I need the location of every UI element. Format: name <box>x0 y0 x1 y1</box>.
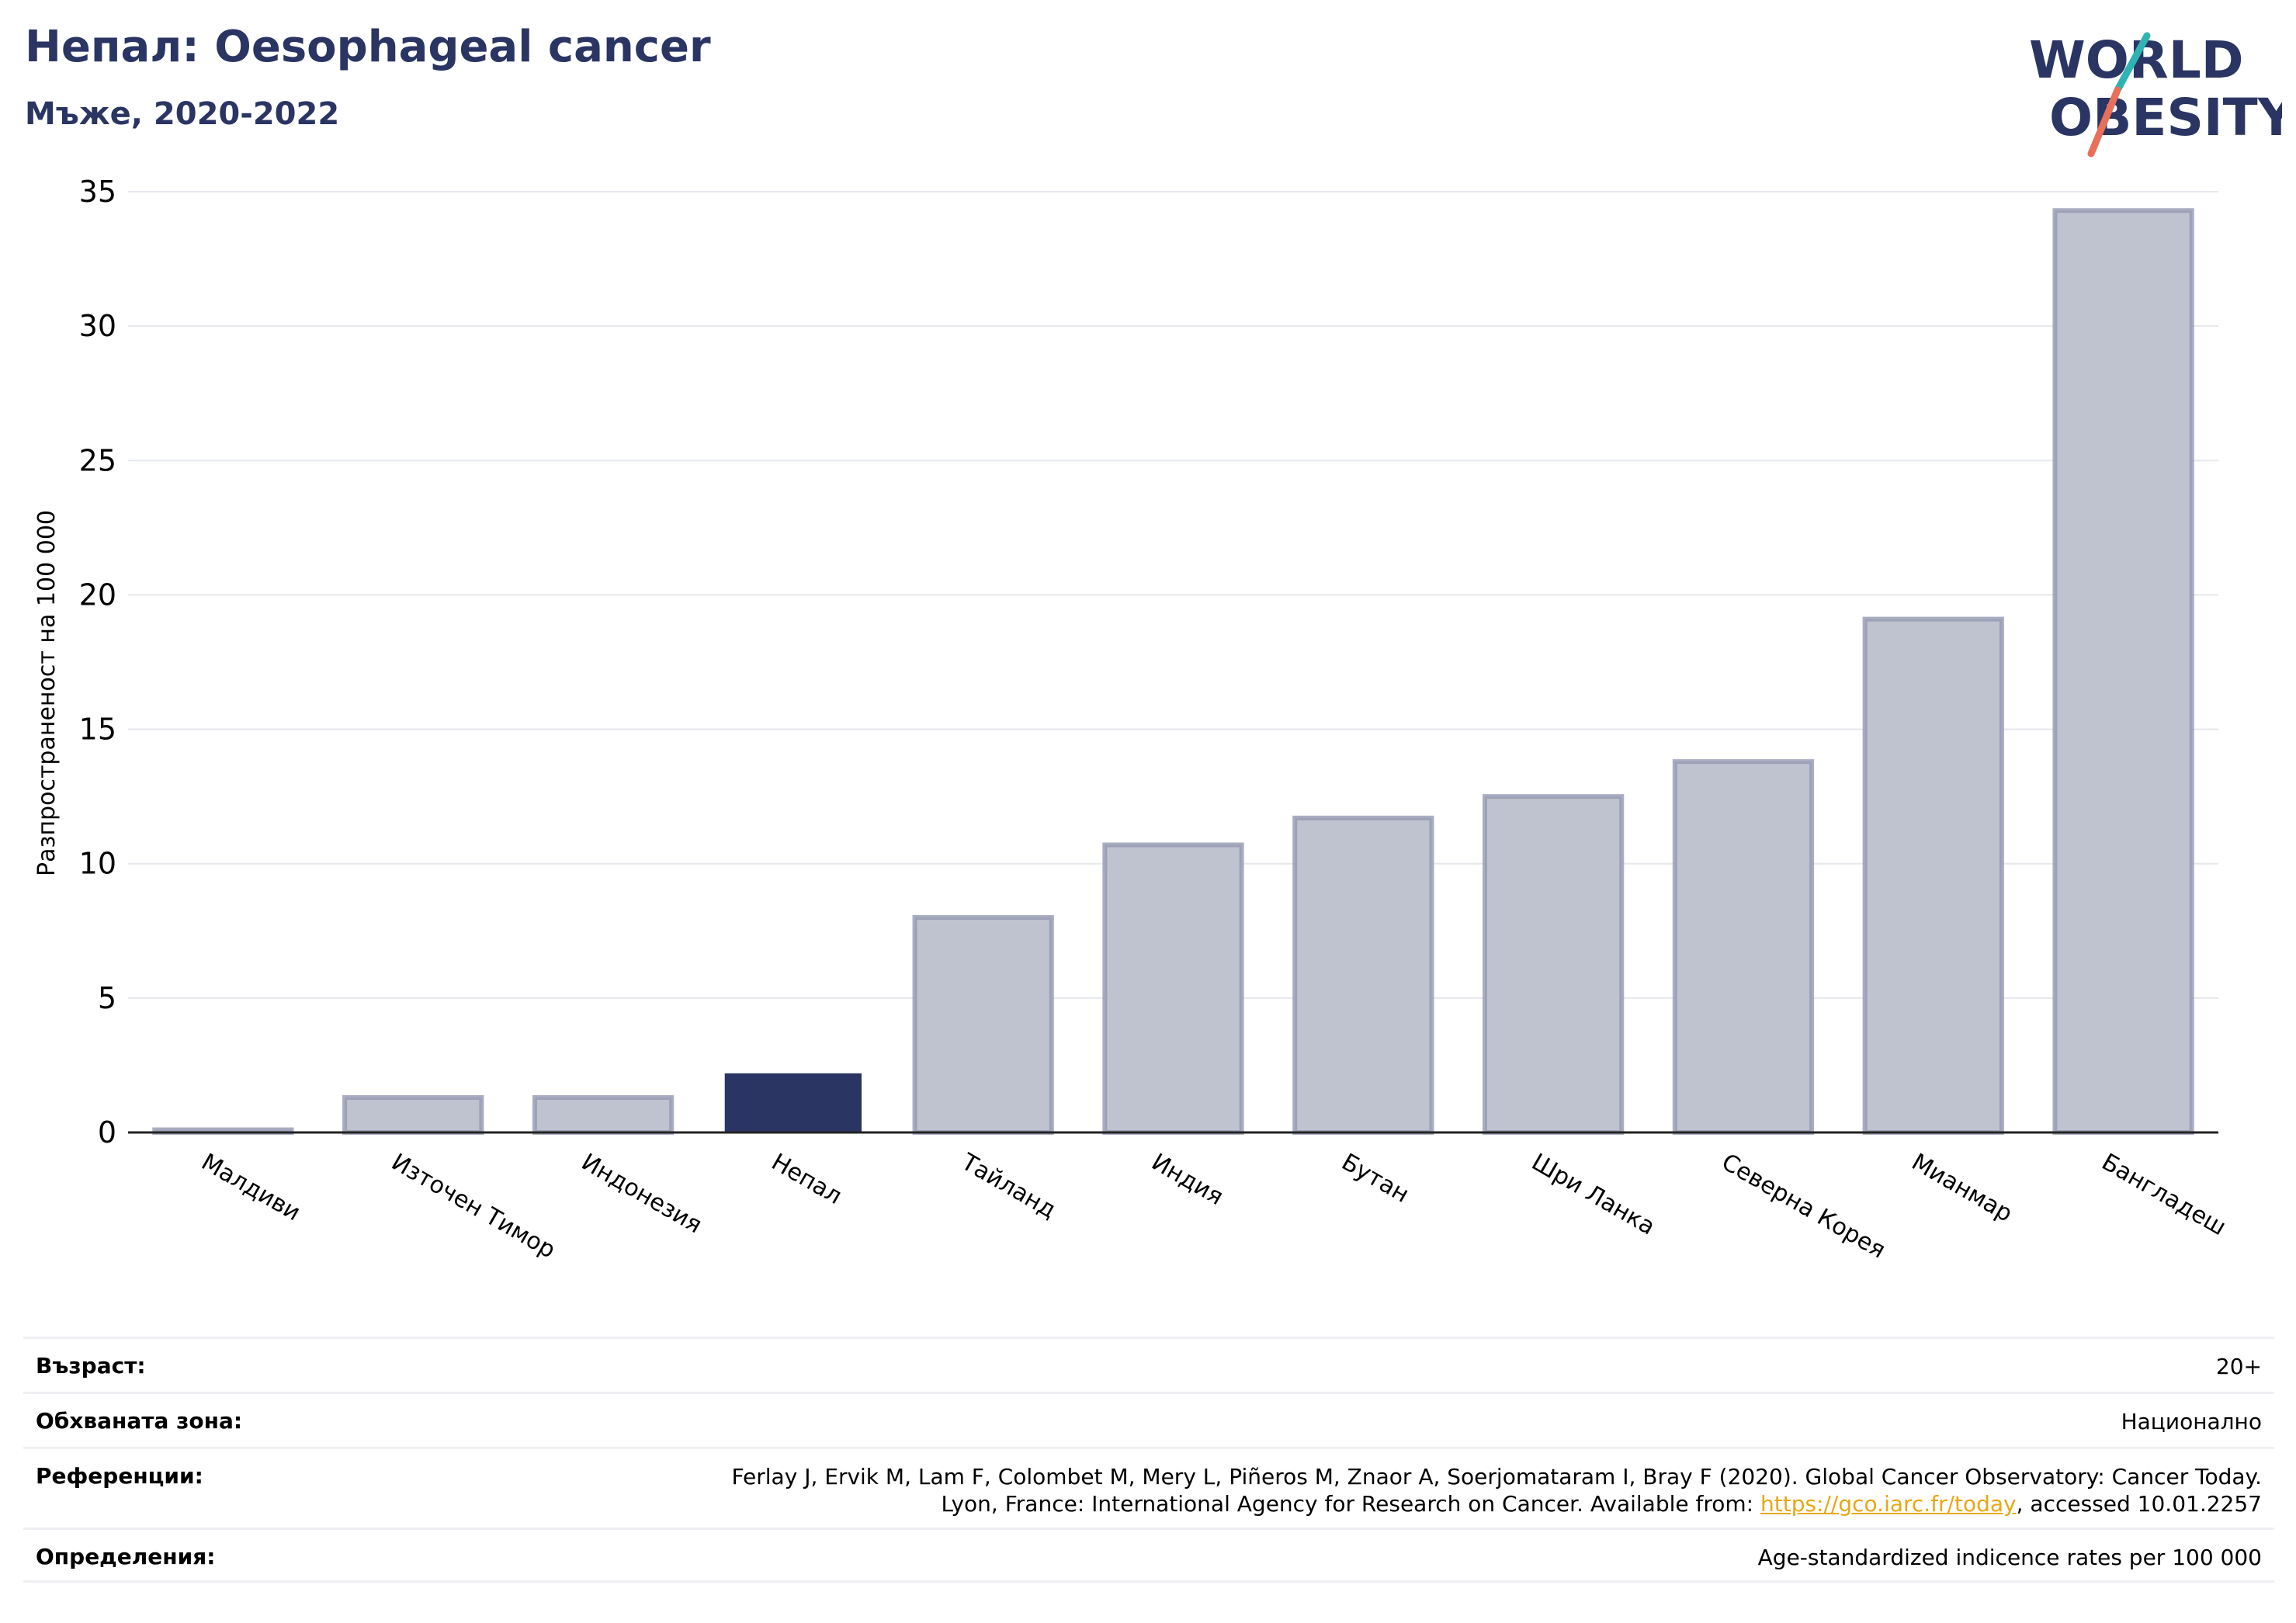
y-tick-label: 10 <box>79 847 116 881</box>
info-row-age: Възраст: 20+ <box>23 1337 2274 1392</box>
info-row-references: Референции: Ferlay J, Ervik M, Lam F, Co… <box>23 1447 2274 1528</box>
definitions-value: Age-standardized indicence rates per 100… <box>1757 1545 2262 1570</box>
y-tick-label: 20 <box>79 577 116 612</box>
bar-9 <box>1672 759 1815 1136</box>
x-tick-label: Източен Тимор <box>387 1149 560 1264</box>
bar-11 <box>2052 208 2194 1135</box>
references-line-2-post: , accessed 10.01.2257 <box>2016 1491 2262 1517</box>
age-value: 20+ <box>2215 1354 2262 1379</box>
info-table: Възраст: 20+ Обхваната зона: Национално … <box>23 1337 2274 1583</box>
bar-5 <box>912 914 1054 1135</box>
y-axis-label: Разпространеност на 100 000 <box>33 510 61 876</box>
coverage-label: Обхваната зона: <box>36 1408 243 1434</box>
bar-6 <box>1102 842 1244 1135</box>
bar-3 <box>532 1094 675 1136</box>
y-tick-label: 30 <box>79 309 116 343</box>
chart-title: Непал: Oesophageal cancer <box>25 22 711 72</box>
logo-slash-coral <box>2087 86 2121 158</box>
info-row-definitions: Определения: Age-standardized indicence … <box>23 1528 2274 1583</box>
definitions-label: Определения: <box>36 1544 216 1569</box>
bars <box>152 208 2194 1136</box>
x-tick-label: Тайланд <box>956 1148 1061 1224</box>
coverage-value: Национално <box>2121 1409 2262 1434</box>
x-tick-label: Бангладеш <box>2097 1149 2231 1242</box>
bar-7 <box>1292 815 1434 1135</box>
x-tick-label: Бутан <box>1337 1149 1413 1209</box>
x-tick-label: Шри Ланка <box>1527 1149 1660 1241</box>
chart-subtitle: Мъже, 2020-2022 <box>25 96 340 132</box>
x-tick-label: Непал <box>767 1149 847 1210</box>
x-tick-label: Мианмар <box>1907 1149 2017 1228</box>
info-row-coverage: Обхваната зона: Национално <box>23 1392 2274 1447</box>
references-link[interactable]: https://gco.iarc.fr/today <box>1760 1491 2017 1517</box>
age-label: Възраст: <box>36 1353 146 1379</box>
y-tick-label: 0 <box>98 1115 116 1150</box>
bar-4 <box>724 1073 862 1132</box>
y-tick-label: 25 <box>79 443 116 477</box>
y-tick-label: 15 <box>79 713 116 747</box>
logo-word-2: OBESITY <box>2049 88 2282 147</box>
references-line-2-pre: Lyon, France: International Agency for R… <box>941 1491 1760 1517</box>
y-tick-labels: 0 5 10 15 20 25 30 35 <box>79 175 116 1150</box>
x-tick-label: Индонезия <box>577 1149 706 1240</box>
x-tick-label: Малдиви <box>196 1149 304 1227</box>
x-tick-label: Северна Корея <box>1717 1149 1890 1264</box>
y-tick-label: 5 <box>98 981 116 1015</box>
x-tick-labels: Малдиви Източен Тимор Индонезия Непал Тайлан… <box>196 1148 2230 1264</box>
world-obesity-logo: WORLD OBESITY <box>2029 30 2282 158</box>
y-tick-label: 35 <box>79 175 116 209</box>
bar-10 <box>1862 616 2004 1135</box>
references-label: Референции: <box>36 1463 203 1489</box>
references-value: Ferlay J, Ervik M, Lam F, Colombet M, Me… <box>731 1463 2262 1517</box>
logo-slash-teal <box>2114 32 2151 94</box>
x-tick-label: Индия <box>1147 1149 1228 1211</box>
bar-8 <box>1483 794 1625 1135</box>
bar-2 <box>342 1094 484 1136</box>
references-line-1: Ferlay J, Ervik M, Lam F, Colombet M, Me… <box>731 1464 2262 1489</box>
bar-chart: 0 5 10 15 20 25 30 35 Малдиви Източен Тимор Индон… <box>33 175 2231 1264</box>
